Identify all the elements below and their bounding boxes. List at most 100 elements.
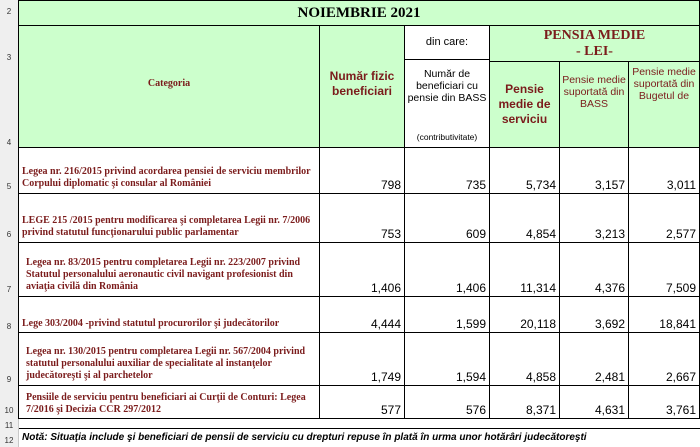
numar-fizic-value: 577 bbox=[380, 403, 401, 417]
header-din-care-label: din care: bbox=[425, 36, 469, 48]
row-number[interactable]: 7 bbox=[6, 285, 12, 294]
pensie-bass-value: 4,631 bbox=[594, 403, 625, 417]
pensie-buget-value: 3,761 bbox=[665, 403, 696, 417]
header-pensie-buget[interactable]: Pensie medie suportată din Bugetul de bbox=[628, 61, 700, 148]
table-row-category[interactable]: Legea nr. 130/2015 pentru completarea Le… bbox=[18, 332, 320, 386]
table-cell[interactable]: 798 bbox=[319, 147, 405, 194]
pensie-serviciu-value: 11,314 bbox=[520, 281, 556, 295]
table-cell[interactable]: 609 bbox=[404, 193, 490, 243]
table-cell[interactable]: 4,631 bbox=[559, 385, 629, 419]
pensie-serviciu-value: 8,371 bbox=[525, 403, 556, 417]
row-number[interactable]: 12 bbox=[4, 436, 14, 445]
numar-bass-value: 1,599 bbox=[455, 317, 486, 331]
header-pensie-buget-label: Pensie medie suportată din Bugetul de bbox=[632, 66, 696, 102]
pensie-bass-value: 3,157 bbox=[594, 178, 625, 192]
header-pensie-bass[interactable]: Pensie medie suportată din BASS bbox=[559, 61, 629, 148]
table-row-category[interactable]: Legea nr. 216/2015 privind acordarea pen… bbox=[18, 147, 320, 194]
header-numar-bass-label: Număr de beneficiari cu pensie din BASS bbox=[407, 68, 487, 104]
table-cell[interactable]: 4,376 bbox=[559, 242, 629, 297]
table-cell[interactable]: 1,594 bbox=[404, 332, 490, 386]
pensie-buget-value: 3,011 bbox=[666, 178, 696, 192]
numar-fizic-value: 1,749 bbox=[370, 370, 401, 384]
header-numar-bass[interactable]: Număr de beneficiari cu pensie din BASS … bbox=[404, 59, 490, 148]
header-pensie-serviciu-label: Pensie medie de serviciu bbox=[498, 82, 551, 126]
table-cell[interactable]: 3,761 bbox=[628, 385, 700, 419]
header-numar-fizic[interactable]: Număr fizic beneficiari bbox=[319, 25, 405, 148]
row-number-gutter: 2 3 4 5 6 7 8 9 10 11 12 bbox=[0, 0, 19, 447]
numar-fizic-value: 4,444 bbox=[370, 317, 401, 331]
category-label: LEGE 215 /2015 pentru modificarea şi com… bbox=[22, 215, 311, 238]
table-cell[interactable]: 3,213 bbox=[559, 193, 629, 243]
pensie-bass-value: 3,692 bbox=[594, 317, 625, 331]
table-row-category[interactable]: Legea nr. 83/2015 pentru completarea Leg… bbox=[18, 242, 320, 297]
table-cell[interactable]: 576 bbox=[404, 385, 490, 419]
pensie-buget-value: 2,667 bbox=[665, 370, 696, 384]
table-cell[interactable]: 1,599 bbox=[404, 296, 490, 333]
row-number[interactable]: 5 bbox=[6, 182, 12, 191]
pensie-buget-value: 18,841 bbox=[659, 317, 696, 331]
pensie-serviciu-value: 4,854 bbox=[525, 227, 556, 241]
pensie-bass-value: 4,376 bbox=[594, 281, 625, 295]
category-label: Legea nr. 83/2015 pentru completarea Leg… bbox=[26, 257, 301, 292]
footnote[interactable]: Notă: Situaţia include şi beneficiari de… bbox=[19, 428, 700, 446]
sheet-title[interactable]: NOIEMBRIE 2021 bbox=[18, 0, 700, 26]
table-cell[interactable]: 753 bbox=[319, 193, 405, 243]
table-cell[interactable]: 5,734 bbox=[489, 147, 560, 194]
table-cell[interactable]: 18,841 bbox=[628, 296, 700, 333]
category-label: Lege 303/2004 -privind statutul procuror… bbox=[22, 318, 280, 329]
table-cell[interactable]: 3,692 bbox=[559, 296, 629, 333]
table-cell[interactable]: 2,481 bbox=[559, 332, 629, 386]
table-row-category[interactable]: LEGE 215 /2015 pentru modificarea şi com… bbox=[18, 193, 320, 243]
pensie-bass-value: 2,481 bbox=[594, 370, 625, 384]
category-label: Legea nr. 130/2015 pentru completarea Le… bbox=[26, 346, 306, 381]
table-cell[interactable]: 735 bbox=[404, 147, 490, 194]
numar-fizic-value: 753 bbox=[380, 227, 401, 241]
table-row-category[interactable]: Lege 303/2004 -privind statutul procuror… bbox=[18, 296, 320, 333]
table-cell[interactable]: 7,509 bbox=[628, 242, 700, 297]
pensie-buget-value: 2,577 bbox=[665, 227, 696, 241]
table-cell[interactable]: 1,749 bbox=[319, 332, 405, 386]
row-number[interactable]: 6 bbox=[6, 230, 12, 239]
numar-fizic-value: 1,406 bbox=[370, 281, 401, 295]
row-number[interactable]: 9 bbox=[6, 375, 12, 384]
header-din-care[interactable]: din care: bbox=[404, 25, 490, 60]
pensie-serviciu-value: 4,858 bbox=[525, 370, 556, 384]
table-cell[interactable]: 1,406 bbox=[319, 242, 405, 297]
row-number[interactable]: 11 bbox=[4, 421, 14, 430]
table-cell[interactable]: 1,406 bbox=[404, 242, 490, 297]
row-number[interactable]: 10 bbox=[4, 406, 14, 415]
table-cell[interactable]: 4,858 bbox=[489, 332, 560, 386]
header-lei-label: - LEI- bbox=[576, 44, 613, 59]
numar-bass-value: 609 bbox=[465, 227, 486, 241]
row-number[interactable]: 3 bbox=[6, 53, 12, 62]
table-cell[interactable]: 20,118 bbox=[489, 296, 560, 333]
table-cell[interactable]: 8,371 bbox=[489, 385, 560, 419]
pensie-buget-value: 7,509 bbox=[665, 281, 696, 295]
table-cell[interactable]: 577 bbox=[319, 385, 405, 419]
pensie-bass-value: 3,213 bbox=[594, 227, 625, 241]
row-number[interactable]: 2 bbox=[6, 7, 12, 16]
header-pensie-bass-label: Pensie medie suportată din BASS bbox=[562, 74, 626, 110]
pensie-serviciu-value: 20,118 bbox=[520, 317, 556, 331]
table-cell[interactable]: 3,011 bbox=[628, 147, 700, 194]
numar-fizic-value: 798 bbox=[380, 178, 401, 192]
table-cell[interactable]: 11,314 bbox=[489, 242, 560, 297]
header-numar-fizic-label: Număr fizic beneficiari bbox=[329, 69, 395, 98]
header-pensie-serviciu[interactable]: Pensie medie de serviciu bbox=[489, 61, 560, 148]
category-label: Pensiile de serviciu pentru beneficiari … bbox=[26, 392, 306, 415]
header-numar-bass-sub: (contributivitate) bbox=[416, 132, 478, 142]
numar-bass-value: 1,594 bbox=[455, 370, 486, 384]
table-cell[interactable]: 4,444 bbox=[319, 296, 405, 333]
header-categoria-label: Categoria bbox=[147, 78, 191, 89]
table-cell[interactable]: 3,157 bbox=[559, 147, 629, 194]
table-cell[interactable]: 4,854 bbox=[489, 193, 560, 243]
table-cell[interactable]: 2,577 bbox=[628, 193, 700, 243]
header-pensia-medie[interactable]: PENSIA MEDIE - LEI- bbox=[489, 25, 700, 62]
row-number[interactable]: 8 bbox=[6, 322, 12, 331]
table-row-category[interactable]: Pensiile de serviciu pentru beneficiari … bbox=[18, 385, 320, 419]
pensie-serviciu-value: 5,734 bbox=[525, 178, 556, 192]
header-categoria[interactable]: Categoria bbox=[18, 25, 320, 148]
category-label: Legea nr. 216/2015 privind acordarea pen… bbox=[22, 166, 311, 189]
row-number[interactable]: 4 bbox=[6, 138, 12, 147]
table-cell[interactable]: 2,667 bbox=[628, 332, 700, 386]
